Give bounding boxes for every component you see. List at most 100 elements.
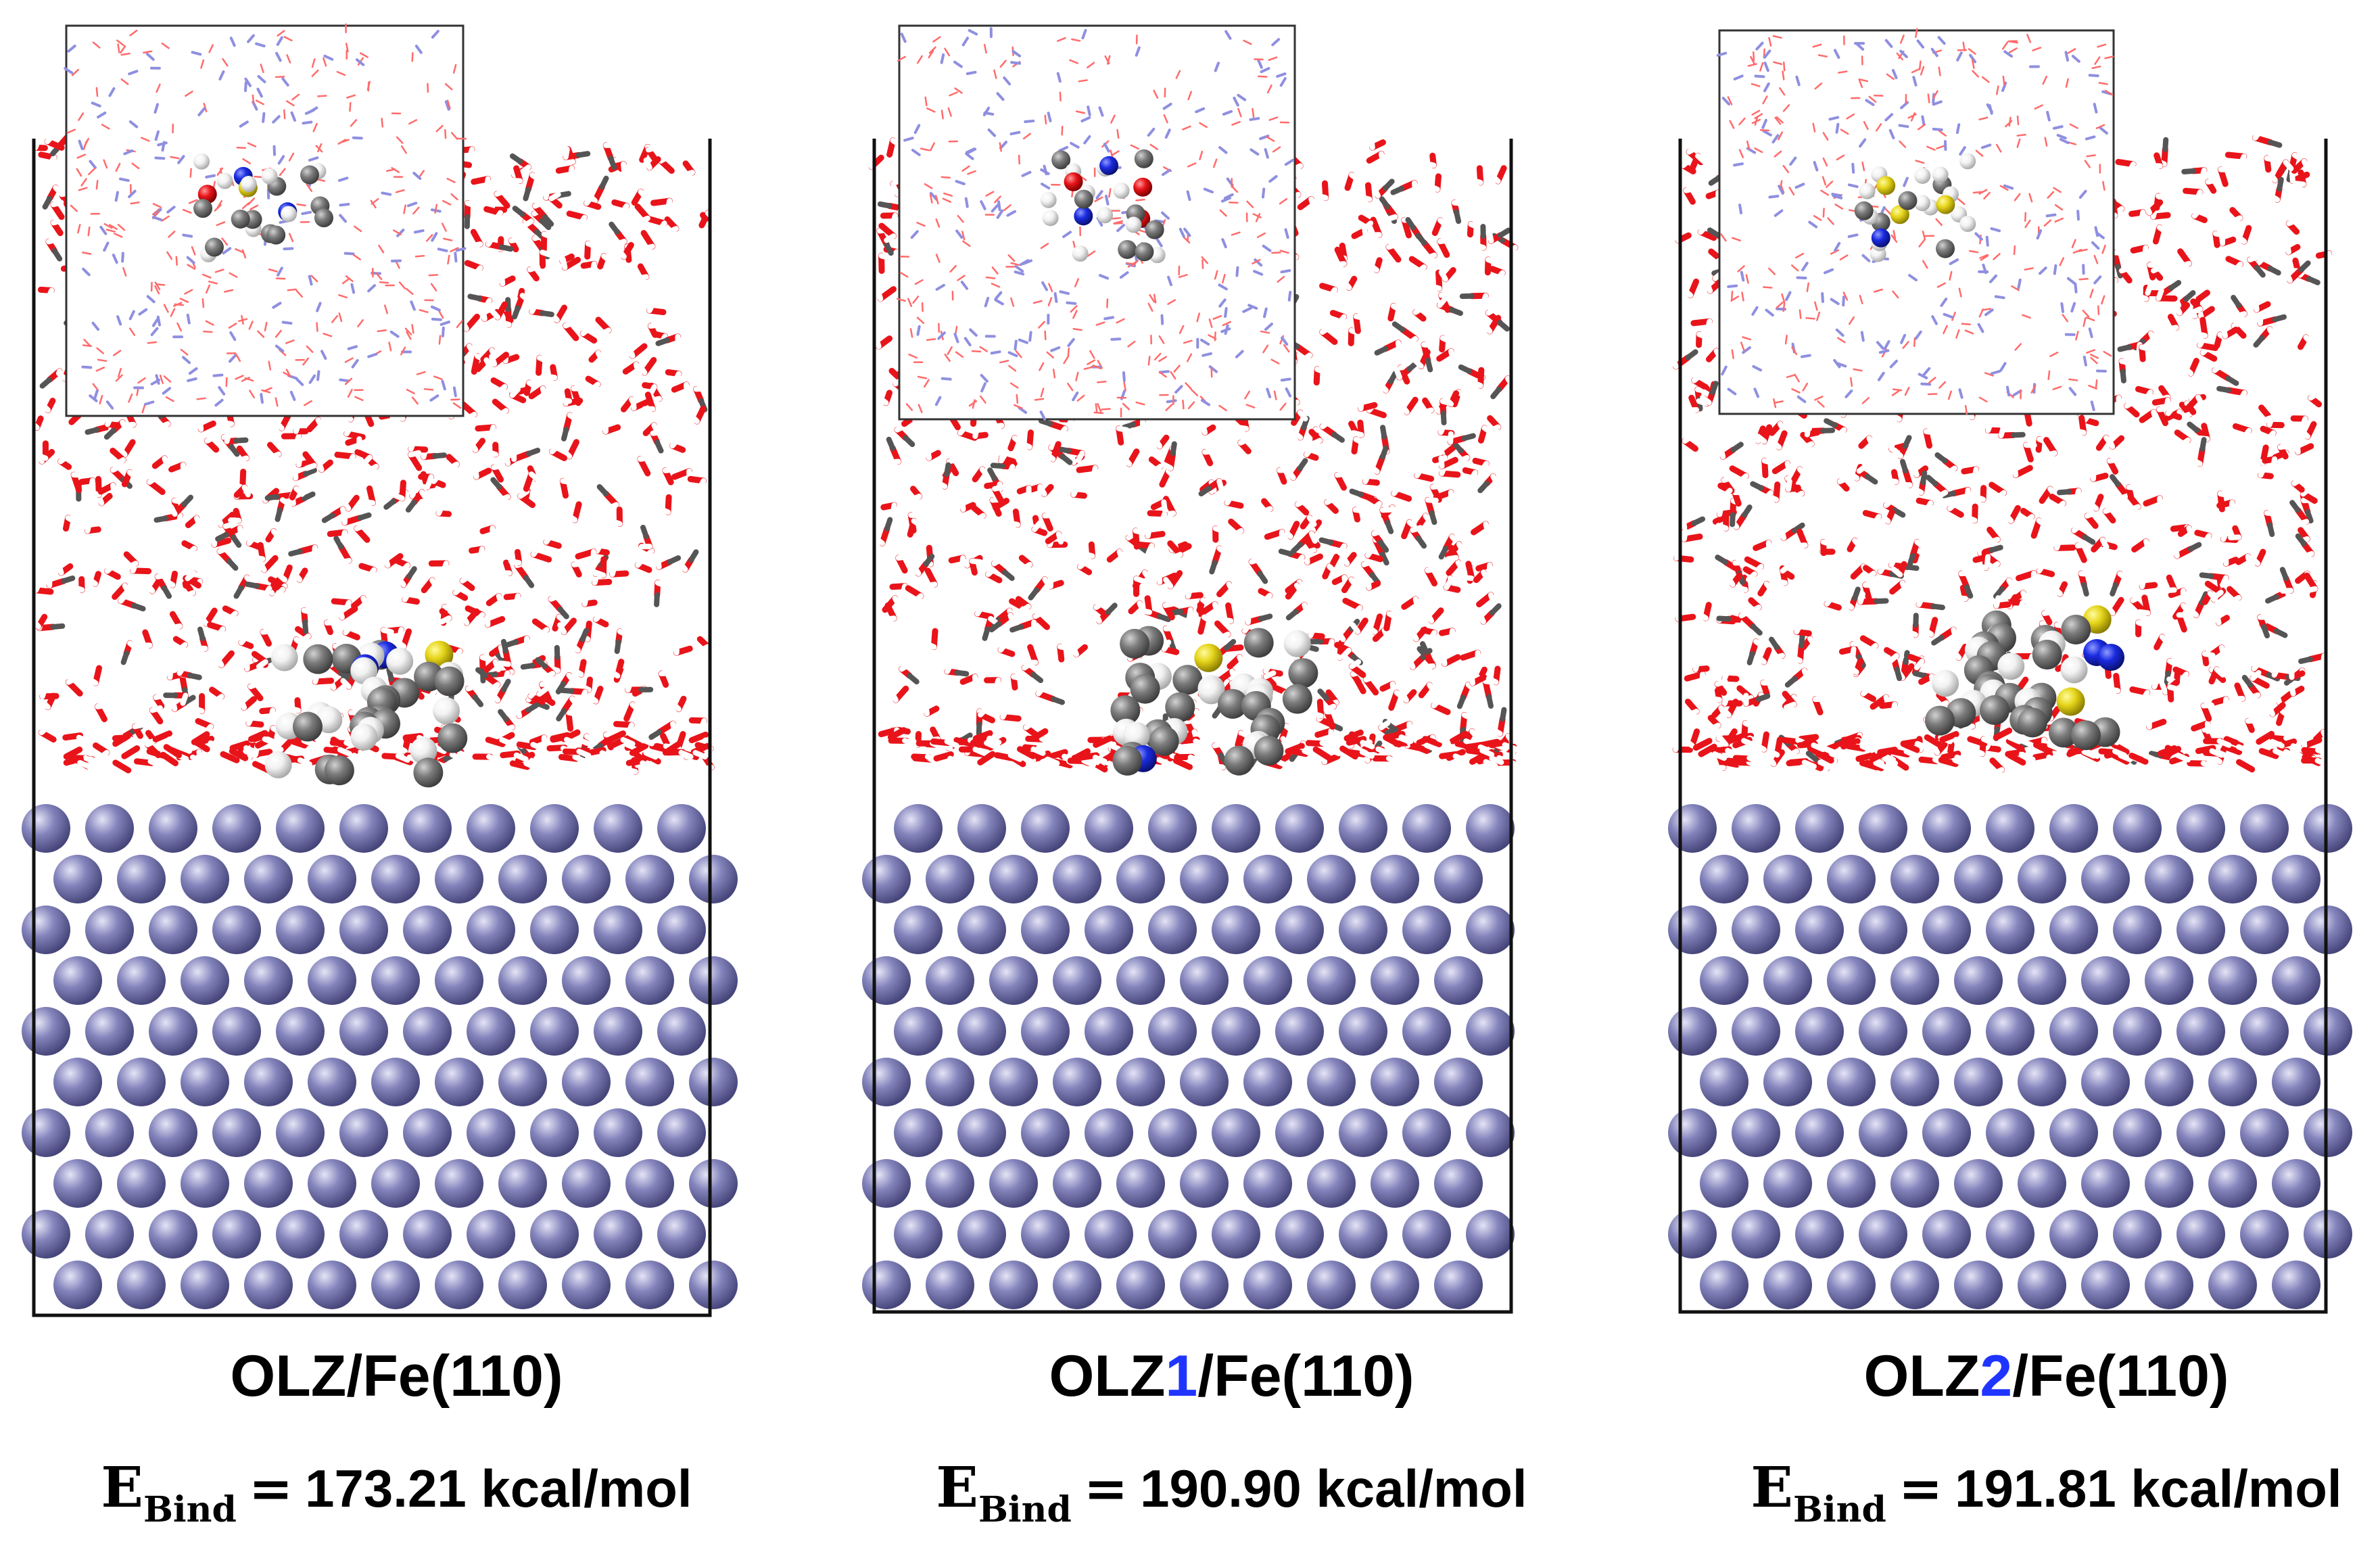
inset-solvent — [289, 233, 294, 242]
inset-solvent — [128, 394, 133, 403]
inset-solvent — [1097, 380, 1107, 383]
inset-solvent — [1003, 76, 1012, 86]
inset-solvent — [438, 335, 442, 345]
iron-atom — [625, 1159, 674, 1208]
inset-solvent — [1247, 304, 1258, 310]
h-bond — [35, 452, 49, 461]
h-bond — [53, 185, 64, 197]
inset-solvent — [92, 383, 99, 392]
h-bond — [934, 479, 948, 490]
h-bond — [1692, 659, 1700, 672]
h-bond — [1200, 422, 1208, 436]
h-bond — [972, 674, 978, 688]
h-bond — [394, 638, 406, 649]
h-bond — [95, 702, 109, 709]
inset-solvent — [141, 137, 150, 142]
inset-solvent — [1003, 204, 1012, 212]
h-bond — [963, 555, 970, 568]
h-bond — [1314, 367, 1328, 375]
h-bond — [1985, 420, 1994, 433]
h-bond — [515, 705, 523, 719]
h-bond — [1315, 193, 1329, 201]
h-bond — [473, 466, 479, 479]
h-bond — [366, 567, 377, 580]
inset-solvent — [899, 271, 909, 278]
iron-atom — [498, 855, 547, 903]
h-bond — [1093, 611, 1102, 624]
inset-solvent — [1081, 28, 1087, 40]
energy-subscript: Bind — [143, 1489, 237, 1530]
inset-solvent — [429, 394, 439, 402]
h-bond — [2186, 525, 2194, 539]
inset-solvent — [431, 317, 442, 321]
inset-solvent — [1279, 250, 1289, 254]
iron-atom — [957, 1210, 1006, 1259]
inset-solvent — [907, 298, 913, 308]
c-bond — [523, 575, 535, 588]
c-bond — [2082, 534, 2096, 545]
inset-solvent — [308, 275, 313, 286]
h-bond — [297, 757, 312, 768]
iron-atom — [498, 956, 547, 1005]
inset-solvent — [1156, 237, 1163, 248]
oh-bond — [112, 732, 131, 747]
h-bond — [1481, 569, 1490, 582]
h-bond — [1461, 712, 1475, 722]
h-bond — [97, 749, 110, 761]
molecule-atom — [1283, 630, 1311, 657]
c-bond — [596, 484, 609, 497]
h-bond — [586, 693, 599, 704]
oh-bond — [220, 751, 240, 763]
h-bond — [513, 593, 521, 607]
h-bond — [1680, 157, 1692, 168]
h-bond — [1753, 638, 1765, 649]
h-bond — [1334, 471, 1348, 478]
inset-solvent — [323, 333, 333, 337]
h-bond — [1437, 237, 1451, 245]
h-bond — [2222, 696, 2229, 710]
h-bond — [1000, 707, 1009, 720]
inset-solvent — [255, 42, 266, 48]
h-bond — [2078, 571, 2093, 578]
inset-solvent — [1237, 108, 1242, 118]
h-bond — [2205, 177, 2219, 185]
h-bond — [482, 298, 492, 310]
inset-solvent — [447, 254, 450, 265]
h-bond — [993, 677, 1001, 691]
c-bond — [2306, 276, 2320, 285]
inset-solvent — [96, 347, 104, 354]
inset-solvent — [157, 141, 168, 147]
h-bond — [2237, 154, 2247, 167]
inset-solvent — [1075, 371, 1079, 381]
inset-solvent — [1246, 200, 1254, 208]
h-bond — [110, 482, 117, 496]
h-bond — [672, 371, 682, 384]
iron-atom — [1434, 956, 1483, 1005]
panel-title: OLZ/Fe(110) — [0, 1342, 793, 1410]
h-bond — [489, 308, 501, 320]
inset-solvent — [1284, 228, 1289, 239]
inset-solvent — [993, 69, 997, 79]
iron-atom — [339, 804, 388, 853]
h-bond — [145, 582, 156, 594]
h-bond — [260, 490, 268, 503]
inset-solvent — [452, 386, 457, 398]
inset-molecule-atom — [216, 172, 233, 189]
inset-solvent — [95, 367, 105, 372]
h-bond — [343, 424, 354, 437]
inset-solvent — [1218, 298, 1227, 308]
inset-solvent — [403, 204, 406, 214]
inset-solvent — [1040, 387, 1045, 398]
inset-solvent — [1119, 271, 1129, 279]
inset-solvent — [347, 388, 353, 398]
h-bond — [658, 154, 671, 164]
inset-solvent — [1007, 351, 1018, 358]
h-bond — [909, 494, 922, 502]
inset-solvent — [306, 183, 313, 192]
inset-solvent — [1262, 244, 1272, 252]
h-bond — [2289, 170, 2295, 184]
inset-solvent — [1072, 310, 1078, 319]
inset-solvent — [122, 266, 127, 277]
inset-molecule-atom — [1064, 172, 1083, 191]
c-bond — [877, 201, 892, 209]
